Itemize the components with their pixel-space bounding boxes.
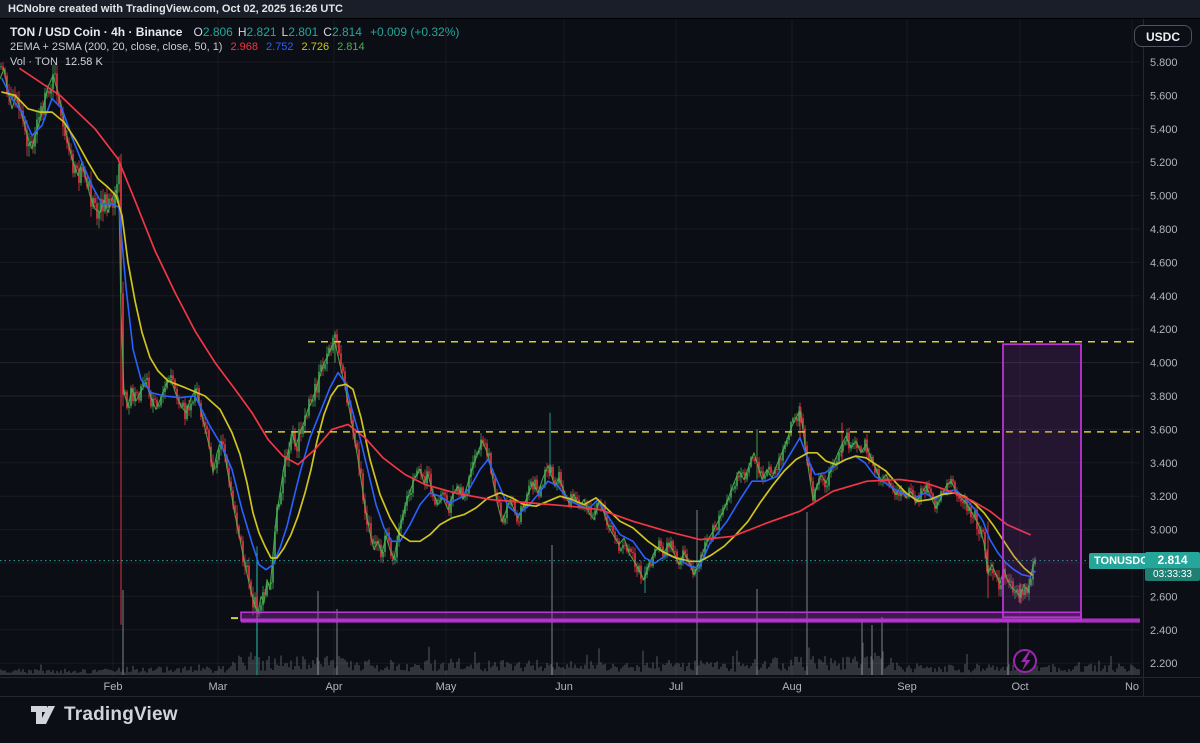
tradingview-logo-icon [31,706,55,724]
volume-value: 12.58 K [64,56,103,68]
price-tick-label: 3.600 [1150,424,1178,436]
price-tick-label: 5.200 [1150,157,1178,169]
currency-toggle-button[interactable]: USDC [1134,25,1192,47]
price-axis[interactable] [1143,18,1200,677]
time-axis[interactable] [0,677,1143,696]
indicator-name: 2EMA + 2SMA (200, 20, close, close, 50, … [10,41,223,53]
price-tick-label: 4.400 [1150,291,1178,303]
price-tick-label: 3.400 [1150,458,1178,470]
low-label: L [281,25,289,39]
price-tick-label: 4.000 [1150,358,1178,370]
price-tick-label: 5.800 [1150,57,1178,69]
time-tick-label: Mar [209,681,228,693]
price-tick-label: 2.600 [1150,591,1178,603]
time-tick-label: Feb [104,681,123,693]
sma1-value: 2.814 [337,41,365,53]
price-tick-label: 4.600 [1150,257,1178,269]
price-pane[interactable] [0,18,1143,677]
close-value: 2.814 [331,25,362,39]
price-tick-label: 5.600 [1150,90,1178,102]
last-price-value: 2.814 [1145,552,1200,568]
time-tick-label: Jun [555,681,573,693]
price-tick-label: 3.800 [1150,391,1178,403]
price-tick-label: 4.200 [1150,324,1178,336]
last-price-axis-label: 2.814 03:33:33 [1145,552,1200,581]
symbol-title: TON / USD Coin · 4h · Binance [10,25,183,39]
time-tick-label: Apr [325,681,342,693]
time-tick-label: Sep [897,681,917,693]
time-tick-label: Oct [1011,681,1028,693]
symbol-price-tag: TONUSDC [1089,553,1154,569]
price-tick-label: 5.400 [1150,124,1178,136]
sma50-value: 2.726 [301,41,330,53]
symbol-legend-row[interactable]: TON / USD Coin · 4h · Binance O2.806 H2.82… [10,25,459,40]
price-tick-label: 4.800 [1150,224,1178,236]
tradingview-logo-text: TradingView [64,704,178,725]
change-value: +0.009 (+0.32%) [369,25,460,39]
tradingview-logo[interactable]: TradingView [30,703,178,727]
price-tick-label: 2.400 [1150,625,1178,637]
indicator-legend-row[interactable]: 2EMA + 2SMA (200, 20, close, close, 50, … [10,40,459,55]
price-tick-label: 3.000 [1150,525,1178,537]
time-tick-label: Aug [782,681,802,693]
time-tick-label: No [1125,681,1139,693]
time-tick-label: May [436,681,457,693]
price-tick-label: 3.200 [1150,491,1178,503]
time-tick-label: Jul [669,681,683,693]
price-tick-label: 2.200 [1150,658,1178,670]
ema200-value: 2.968 [230,41,259,53]
lightning-icon[interactable] [1013,649,1037,673]
open-value: 2.806 [202,25,233,39]
high-value: 2.821 [246,25,277,39]
low-value: 2.801 [288,25,319,39]
volume-name: Vol · TON [10,56,58,68]
high-label: H [237,25,247,39]
chart-legend: TON / USD Coin · 4h · Binance O2.806 H2.82… [10,25,459,70]
attribution-text: HCNobre created with TradingView.com, Oc… [8,3,344,15]
attribution-bar: HCNobre created with TradingView.com, Oc… [0,0,1200,18]
open-label: O [193,25,203,39]
volume-legend-row[interactable]: Vol · TON 12.58 K [10,55,459,70]
price-tick-label: 5.000 [1150,191,1178,203]
close-label: C [323,25,332,39]
bar-countdown: 03:33:33 [1145,568,1200,581]
ema20-value: 2.752 [266,41,294,53]
